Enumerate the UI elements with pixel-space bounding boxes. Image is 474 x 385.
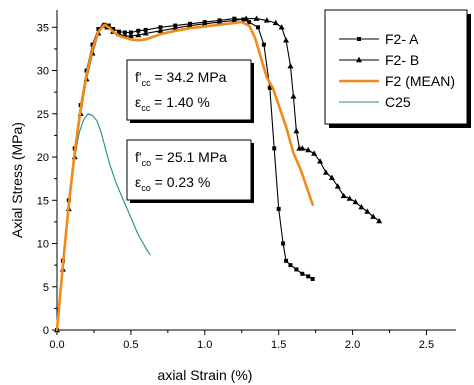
y-tick-label: 30: [37, 66, 49, 78]
data-point: [106, 23, 111, 28]
data-point: [364, 208, 371, 214]
annotation-text: εcc = 1.40 %: [135, 94, 210, 113]
data-point: [157, 27, 164, 33]
data-point: [255, 25, 260, 30]
y-tick-label: 0: [43, 325, 49, 337]
data-point: [90, 42, 95, 47]
x-tick-label: 2.5: [419, 339, 434, 351]
legend: F2- A F2- B F2 (MEAN) C25: [324, 9, 471, 128]
x-tick-label: 2.0: [345, 339, 360, 351]
data-point: [127, 32, 134, 39]
data-point: [376, 217, 383, 224]
data-point: [346, 195, 353, 201]
data-point: [334, 183, 341, 189]
data-point: [305, 146, 312, 153]
data-point: [261, 42, 266, 47]
legend-marker: [356, 56, 362, 63]
legend-box: [324, 9, 468, 125]
data-point: [278, 24, 285, 30]
data-point: [247, 20, 252, 25]
x-tick-label: 1.0: [197, 339, 212, 351]
plot-series: [54, 15, 383, 333]
data-point: [201, 20, 208, 27]
data-point: [340, 192, 347, 199]
axes: 0.0 0.5 1.0 1.5 2.0 2.5 0 5 10 15 20 25 30 35: [37, 10, 456, 351]
data-point: [267, 85, 272, 90]
data-point: [136, 28, 141, 33]
data-point: [352, 198, 359, 205]
data-point: [293, 127, 300, 134]
data-point: [358, 203, 365, 210]
data-point: [263, 17, 270, 23]
data-point: [96, 27, 101, 32]
data-point: [253, 15, 260, 21]
annotation-text: εco = 0.23 %: [135, 174, 210, 193]
x-tick-label: 0.0: [49, 339, 64, 351]
data-point: [187, 22, 193, 28]
data-point: [284, 258, 289, 263]
data-point: [128, 30, 133, 35]
data-point: [142, 30, 149, 36]
data-point: [122, 30, 127, 35]
data-point: [299, 145, 306, 151]
y-tick-label: 15: [37, 195, 49, 207]
data-point: [311, 150, 318, 156]
y-tick-label: 35: [37, 22, 49, 34]
y-tick-label: 5: [43, 282, 49, 294]
data-point: [143, 27, 148, 32]
data-point: [135, 31, 142, 38]
legend-entry: C25: [339, 94, 411, 110]
data-point: [272, 146, 277, 151]
legend-label: F2- B: [385, 52, 419, 68]
annotation-text: f'cc = 34.2 MPa: [135, 69, 227, 88]
x-tick-label: 0.5: [123, 339, 138, 351]
series-line: [55, 20, 315, 332]
y-tick-label: 20: [37, 152, 49, 164]
data-point: [287, 63, 294, 69]
series-f2-mean: [55, 20, 315, 332]
data-point: [158, 25, 163, 30]
legend-entry: F2- A: [339, 31, 419, 47]
annotation-unconfined: f'co = 25.1 MPa εco = 0.23 %: [126, 139, 254, 203]
annotation-box: [126, 59, 252, 121]
legend-label: F2- A: [385, 31, 419, 47]
data-point: [172, 24, 179, 31]
data-point: [281, 241, 286, 246]
data-point: [243, 15, 250, 21]
legend-label: F2 (MEAN): [385, 73, 455, 89]
data-point: [317, 158, 324, 164]
data-point: [272, 19, 279, 26]
x-axis-title: axial Strain (%): [158, 367, 253, 383]
annotation-box: [126, 139, 252, 201]
data-point: [300, 271, 305, 276]
data-point: [231, 17, 238, 23]
y-axis-title: Axial Stress (MPa): [9, 122, 25, 238]
annotation-text: f'co = 25.1 MPa: [135, 149, 227, 168]
data-point: [322, 169, 329, 175]
data-point: [216, 18, 223, 25]
data-point: [306, 274, 311, 279]
legend-entry: F2 (MEAN): [339, 73, 455, 89]
data-point: [328, 174, 335, 180]
legend-entry: F2- B: [339, 52, 419, 68]
data-point: [276, 206, 281, 211]
annotation-confined: f'cc = 34.2 MPa εcc = 1.40 %: [126, 59, 254, 123]
y-tick-label: 10: [37, 239, 49, 251]
data-point: [294, 267, 299, 272]
annotations: f'cc = 34.2 MPa εcc = 1.40 % f'co = 25.1 M…: [126, 59, 254, 203]
legend-marker: [357, 37, 361, 41]
data-point: [310, 276, 315, 281]
x-tick-label: 1.5: [271, 339, 286, 351]
data-point: [283, 37, 290, 43]
data-point: [290, 93, 297, 99]
data-point: [288, 263, 293, 268]
legend-label: C25: [385, 94, 411, 110]
data-point: [370, 213, 377, 219]
y-tick-label: 25: [37, 109, 49, 121]
